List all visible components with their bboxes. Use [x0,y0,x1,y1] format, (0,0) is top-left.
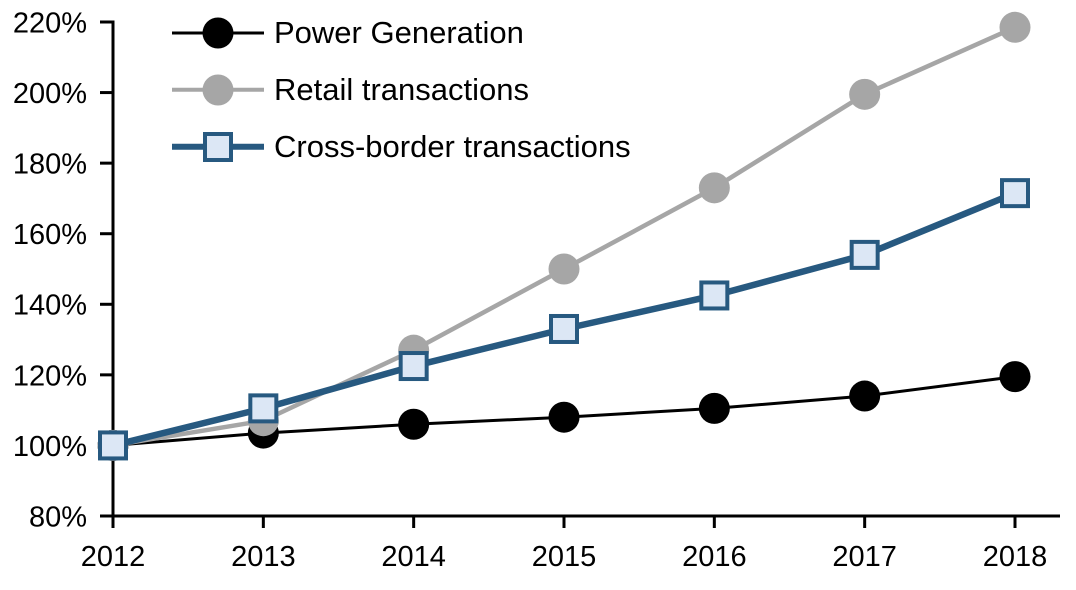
x-tick-label: 2015 [532,541,597,573]
legend-item-cross-border-transactions: Cross-border transactions [172,118,631,175]
data-point-marker [248,393,279,424]
legend-item-power-generation: Power Generation [172,4,631,61]
data-point-marker [849,239,880,270]
data-point-marker [548,401,580,433]
data-point-marker [999,361,1031,393]
y-tick-label: 140% [13,290,87,322]
data-point-marker [849,78,881,110]
data-point-marker [548,253,580,285]
data-point-marker [699,280,730,311]
legend-label-retail-transactions: Retail transactions [274,72,530,107]
data-point-marker [549,313,579,344]
series-cross-border-transactions [98,178,1030,461]
y-tick-label: 160% [13,219,87,251]
y-tick-label: 220% [13,7,87,39]
series-power-generation [97,361,1031,461]
legend-label-cross-border-transactions: Cross-border transactions [274,129,631,164]
data-point-marker [98,430,128,461]
data-point-marker [1000,178,1030,209]
legend-marker-cross-border-transactions-icon [172,130,264,164]
chart-legend: Power Generation Retail transactions Cro… [172,4,631,175]
data-point-marker [698,172,730,204]
x-tick-label: 2017 [832,541,897,573]
legend-item-retail-transactions: Retail transactions [172,61,631,118]
data-point-marker [849,380,881,412]
legend-label-power-generation: Power Generation [274,15,524,50]
data-point-marker [398,351,429,382]
data-point-marker [398,408,430,440]
data-point-marker [999,11,1031,43]
y-tick-label: 80% [29,501,87,533]
x-tick-label: 2018 [983,541,1048,573]
x-tick-label: 2014 [381,541,446,573]
x-tick-label: 2012 [81,541,146,573]
y-tick-label: 120% [13,360,87,392]
y-tick-label: 180% [13,149,87,181]
x-tick-label: 2013 [231,541,296,573]
legend-marker-power-generation-icon [172,16,264,50]
y-tick-label: 200% [13,78,87,110]
data-point-marker [698,392,730,424]
legend-marker-retail-transactions-icon [172,73,264,107]
y-tick-label: 100% [13,431,87,463]
x-tick-label: 2016 [682,541,747,573]
